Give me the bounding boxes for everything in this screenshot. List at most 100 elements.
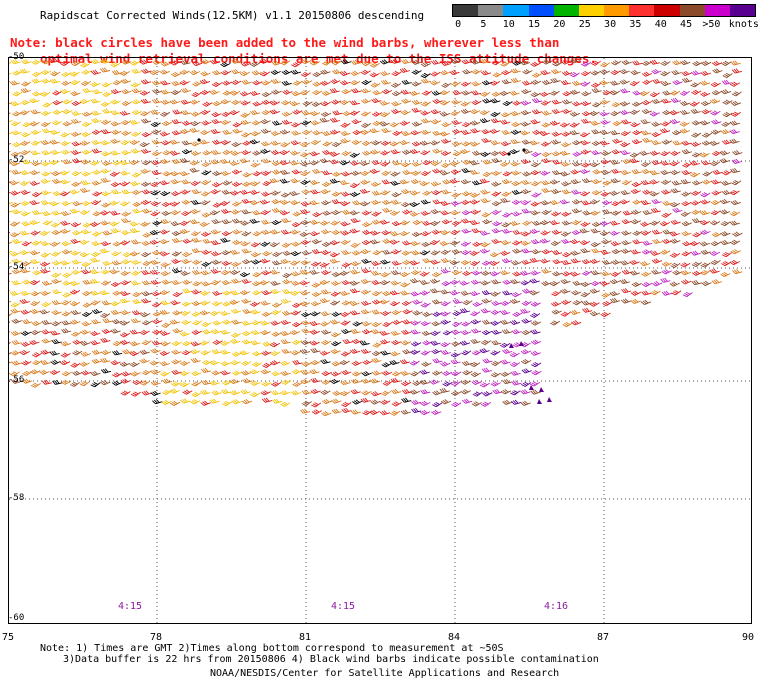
- wind-barb: [331, 59, 342, 66]
- wind-barb: [660, 71, 671, 77]
- wind-barb: [12, 238, 23, 244]
- wind-barb: [230, 338, 241, 344]
- wind-barb: [319, 350, 331, 356]
- wind-barb: [729, 220, 740, 226]
- wind-barb: [531, 370, 542, 376]
- wind-barb: [420, 302, 431, 308]
- wind-barb: [471, 401, 482, 407]
- wind-barb: [581, 270, 592, 276]
- wind-barb: [239, 189, 251, 195]
- wind-barb: [569, 130, 580, 136]
- wind-barb: [491, 300, 502, 306]
- wind-barb: [171, 230, 183, 236]
- wind-barb: [482, 218, 493, 225]
- wind-barb: [469, 141, 481, 147]
- wind-barb: [361, 60, 372, 67]
- wind-barb: [321, 130, 333, 137]
- wind-barb: [101, 151, 112, 157]
- wind-barb: [609, 278, 621, 285]
- wind-barb: [390, 330, 401, 336]
- wind-barb: [319, 279, 330, 285]
- wind-barb: [520, 109, 532, 116]
- wind-barb: [121, 88, 132, 95]
- wind-barb: [581, 162, 592, 168]
- wind-barb: [301, 250, 312, 256]
- wind-barb: [511, 189, 522, 195]
- wind-barb: [300, 161, 311, 167]
- time-label-2: 4:15: [330, 601, 356, 612]
- wind-barb: [182, 238, 193, 244]
- wind-barb: [702, 179, 713, 185]
- wind-barb: [430, 80, 441, 86]
- wind-barb: [449, 178, 460, 184]
- wind-barb: [330, 280, 342, 286]
- wind-barb: [9, 160, 21, 167]
- wind-barb: [299, 141, 311, 147]
- wind-barb: [189, 127, 200, 133]
- wind-barb: [349, 348, 361, 354]
- wind-barb: [609, 190, 620, 196]
- wind-barb: [9, 299, 12, 305]
- wind-barb: [399, 67, 411, 73]
- wind-barb: [431, 189, 442, 196]
- wind-barb: [520, 240, 531, 246]
- wind-barb: [9, 142, 11, 148]
- wind-barb: [350, 409, 361, 415]
- wind-barb: [299, 269, 310, 275]
- wind-barb: [239, 350, 250, 356]
- wind-barb: [649, 179, 660, 185]
- contamination-circle: [507, 152, 511, 156]
- wind-barb: [350, 269, 361, 275]
- wind-barb: [271, 160, 283, 166]
- wind-barb: [80, 329, 91, 335]
- wind-barb: [51, 229, 62, 235]
- wind-barb: [700, 262, 711, 268]
- wind-barb: [530, 201, 541, 207]
- wind-barb: [360, 201, 371, 207]
- wind-barb: [91, 148, 102, 154]
- wind-barb: [201, 191, 212, 197]
- wind-barb: [710, 129, 722, 135]
- wind-barb: [450, 352, 461, 358]
- wind-barb: [212, 320, 223, 326]
- wind-barb: [350, 70, 361, 76]
- wind-barb: [609, 290, 620, 297]
- wind-barb: [491, 279, 502, 285]
- wind-barb: [371, 260, 382, 266]
- wind-barb: [181, 251, 193, 257]
- wind-barb: [210, 268, 221, 274]
- wind-barb: [49, 139, 60, 145]
- wind-barb: [371, 159, 382, 166]
- wind-barb: [280, 169, 291, 175]
- wind-barb: [410, 341, 422, 347]
- wind-barb: [461, 209, 472, 216]
- wind-barb: [250, 130, 261, 137]
- wind-barb: [92, 169, 103, 175]
- wind-barb: [480, 70, 492, 76]
- wind-barb: [140, 111, 151, 117]
- wind-barb: [192, 81, 203, 87]
- wind-barb: [571, 80, 583, 86]
- wind-barb: [141, 118, 152, 124]
- wind-barb: [100, 168, 112, 174]
- wind-barb: [580, 70, 592, 77]
- wind-barb: [301, 129, 313, 135]
- wind-barb: [690, 141, 702, 147]
- legend-swatch: [578, 5, 605, 16]
- wind-barb: [139, 90, 151, 96]
- wind-barb: [109, 221, 120, 227]
- wind-barb: [9, 371, 20, 377]
- wind-barb: [220, 61, 231, 68]
- wind-pennant: [547, 397, 552, 402]
- legend-swatch: [453, 5, 479, 16]
- wind-barb: [530, 312, 541, 318]
- wind-barb: [492, 389, 503, 395]
- wind-barb: [60, 149, 72, 155]
- wind-barb: [20, 189, 31, 195]
- wind-barb: [489, 260, 500, 266]
- wind-barb: [121, 217, 132, 224]
- wind-barb: [521, 188, 532, 195]
- wind-barb: [350, 328, 361, 334]
- wind-barb: [252, 101, 263, 107]
- wind-barb: [709, 250, 721, 256]
